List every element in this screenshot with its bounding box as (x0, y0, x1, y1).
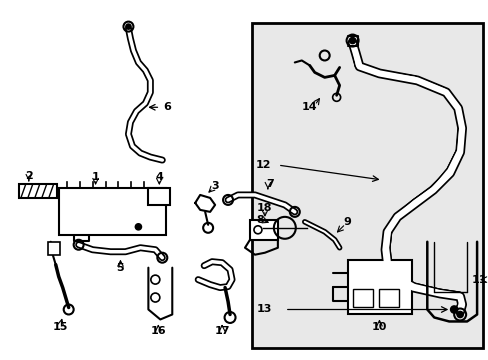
Text: 15: 15 (53, 323, 68, 332)
Text: 17: 17 (214, 327, 229, 336)
Text: 4: 4 (155, 172, 163, 182)
Circle shape (126, 24, 131, 29)
Text: 18: 18 (257, 203, 272, 213)
Bar (48, 242, 60, 255)
Text: 3: 3 (211, 181, 219, 191)
Circle shape (456, 311, 462, 318)
Text: 1: 1 (92, 172, 99, 182)
Text: 2: 2 (25, 171, 33, 181)
Bar (19, 184, 57, 198)
Text: 10: 10 (371, 323, 386, 332)
Circle shape (135, 224, 141, 230)
Text: 5: 5 (117, 263, 124, 273)
Bar (352, 289, 372, 306)
Circle shape (450, 306, 457, 313)
Bar (59, 188, 166, 235)
Text: 16: 16 (150, 327, 166, 336)
Circle shape (349, 37, 355, 44)
Text: 12: 12 (256, 160, 271, 170)
Text: 7: 7 (265, 179, 273, 189)
Text: 13: 13 (256, 305, 271, 315)
Bar (251, 23, 482, 348)
Text: 11: 11 (470, 275, 486, 285)
Text: 6: 6 (163, 102, 171, 112)
Text: 14: 14 (301, 102, 317, 112)
Text: 8: 8 (256, 215, 263, 225)
Bar (379, 289, 399, 306)
Bar (347, 260, 411, 315)
Bar (249, 220, 277, 240)
Bar (148, 188, 170, 205)
Text: 9: 9 (343, 217, 351, 227)
